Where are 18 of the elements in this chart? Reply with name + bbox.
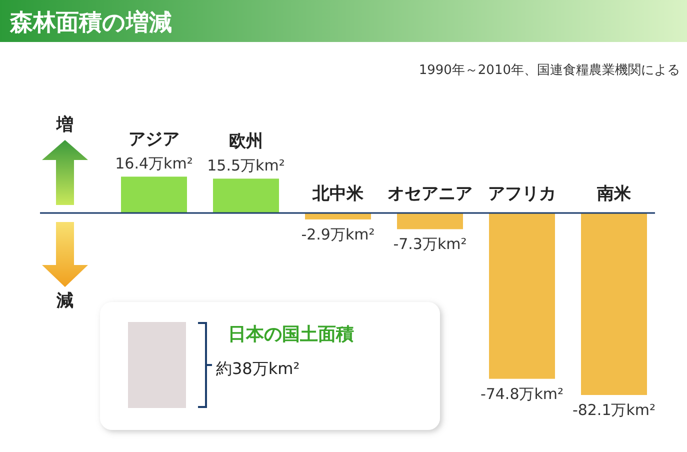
data-label: 15.5万km² <box>207 156 285 175</box>
data-label: -74.8万km² <box>480 384 564 403</box>
data-label: -2.9万km² <box>301 225 375 244</box>
chart-subtitle: 1990年～2010年、国連食糧農業機関による <box>418 63 680 78</box>
x-tick-label: 北中米 <box>312 184 364 204</box>
x-tick-label: 欧州 <box>229 132 263 152</box>
annotation: 減 <box>56 291 74 311</box>
data-label: -82.1万km² <box>572 401 656 419</box>
data-label: 16.4万km² <box>115 154 193 173</box>
x-tick-label: オセアニア <box>388 184 472 204</box>
chart-title: 森林面積の増減 <box>9 9 172 36</box>
x-tick-label: 南米 <box>596 184 632 204</box>
text: 増 <box>56 114 74 135</box>
annotation: 日本の国土面積 <box>228 324 354 345</box>
annotation: 約38万km² <box>216 359 300 378</box>
x-tick-label: アジア <box>128 130 180 150</box>
data-label: -7.3万km² <box>393 235 467 254</box>
x-tick-label: アフリカ <box>488 184 556 204</box>
